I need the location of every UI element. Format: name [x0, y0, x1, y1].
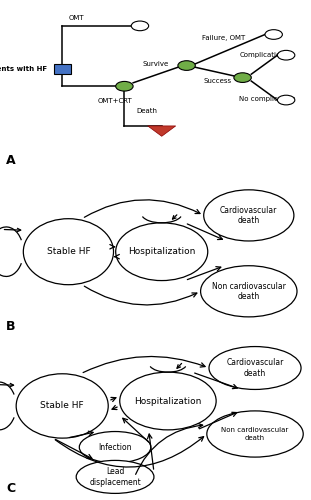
Text: Hospitalization: Hospitalization [134, 396, 202, 406]
Text: OMT: OMT [68, 14, 84, 20]
Circle shape [277, 95, 295, 105]
Text: B: B [6, 320, 16, 332]
Text: A: A [6, 154, 16, 168]
Ellipse shape [209, 346, 301, 390]
Circle shape [234, 73, 251, 83]
Text: C: C [6, 482, 15, 495]
Ellipse shape [207, 411, 303, 457]
Ellipse shape [16, 374, 108, 438]
Ellipse shape [76, 460, 154, 494]
Text: Non cardiovascular
death: Non cardiovascular death [212, 282, 286, 301]
Text: Stable HF: Stable HF [40, 402, 84, 410]
Text: Complications: Complications [240, 52, 289, 58]
Circle shape [277, 50, 295, 60]
Text: M3: M3 [282, 52, 290, 58]
Ellipse shape [204, 190, 294, 241]
Text: Survive: Survive [142, 62, 169, 68]
Text: Cardiovascular
death: Cardiovascular death [226, 358, 284, 378]
Ellipse shape [201, 266, 297, 317]
Text: Death: Death [137, 108, 158, 114]
Polygon shape [148, 126, 176, 136]
Circle shape [265, 30, 282, 40]
Text: Success: Success [204, 78, 232, 84]
Text: Cardiovascular
death: Cardiovascular death [220, 206, 277, 225]
Text: Lead
displacement: Lead displacement [89, 467, 141, 486]
Text: OMT+CRT: OMT+CRT [98, 98, 132, 104]
Text: M4: M4 [282, 98, 290, 102]
Text: No complication: No complication [239, 96, 296, 102]
Text: M2: M2 [270, 32, 278, 37]
Bar [54, 64, 71, 74]
Text: Hospitalization: Hospitalization [128, 247, 195, 256]
Text: Failure, OMT: Failure, OMT [202, 36, 246, 42]
Text: Stable HF: Stable HF [47, 247, 90, 256]
Text: M1: M1 [136, 24, 144, 28]
Text: Non cardiovascular
death: Non cardiovascular death [221, 428, 289, 440]
Ellipse shape [120, 372, 216, 430]
Circle shape [131, 21, 149, 30]
Ellipse shape [79, 432, 151, 463]
Ellipse shape [23, 218, 114, 284]
Text: Infection: Infection [98, 442, 132, 452]
Ellipse shape [116, 223, 208, 280]
Circle shape [178, 60, 195, 70]
Circle shape [116, 82, 133, 91]
Text: Patients with HF: Patients with HF [0, 66, 48, 72]
